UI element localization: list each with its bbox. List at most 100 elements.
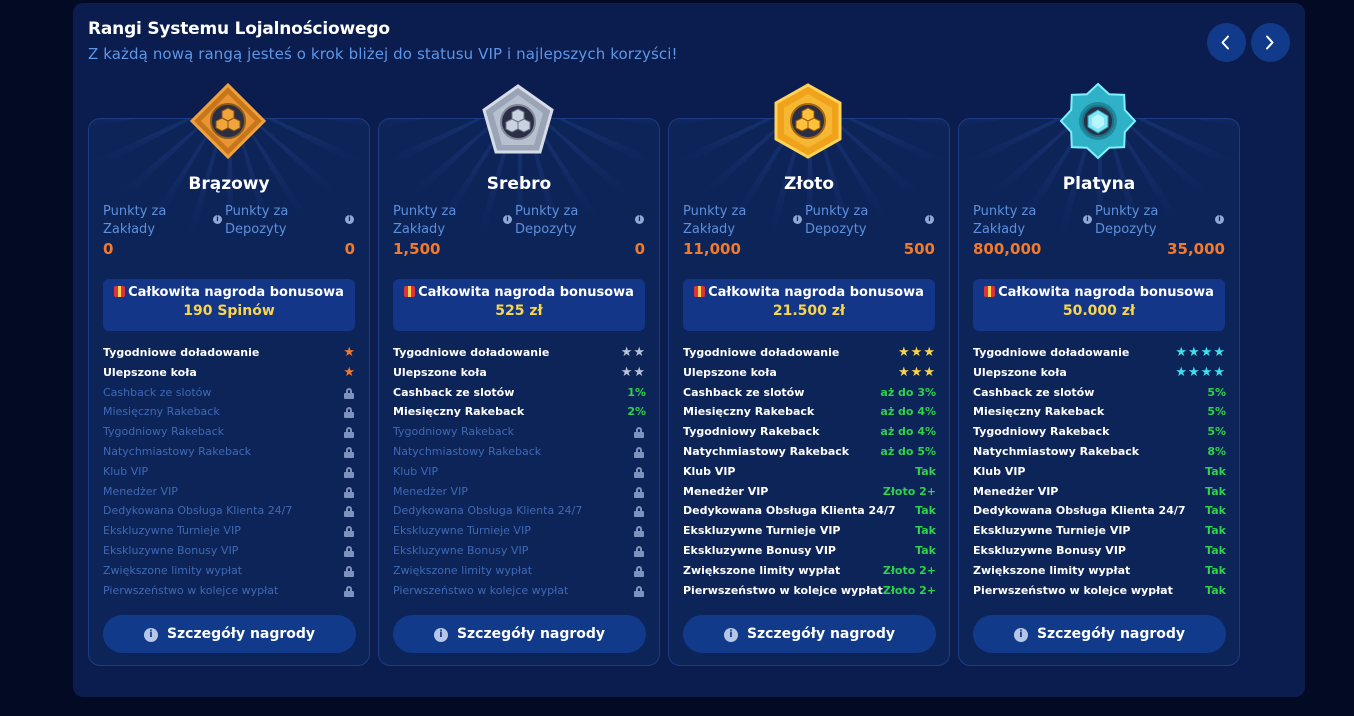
feature-name: Ekskluzywne Turnieje VIP bbox=[393, 524, 531, 538]
feature-name: Zwiększone limity wypłat bbox=[393, 563, 533, 577]
bet-points-label: Punkty za Zakłady bbox=[393, 204, 457, 237]
info-icon[interactable]: i bbox=[793, 215, 802, 224]
feature-row: Pierwszeństwo w kolejce wypłat bbox=[393, 581, 646, 601]
feature-row: Miesięczny Rakeback bbox=[103, 402, 356, 422]
feature-row: Tygodniowy Rakeback bbox=[103, 422, 356, 442]
feature-value: Złoto 2+ bbox=[882, 563, 936, 577]
info-icon[interactable]: i bbox=[635, 215, 644, 224]
feature-row: Ekskluzywne Bonusy VIP bbox=[103, 541, 356, 561]
feature-value: aż do 5% bbox=[880, 444, 936, 458]
feature-name: Tygodniowy Rakeback bbox=[973, 425, 1110, 439]
feature-value: Tak bbox=[1205, 543, 1226, 557]
feature-row: Dedykowana Obsługa Klienta 24/7 bbox=[393, 501, 646, 521]
feature-row: Zwiększone limity wypłat Złoto 2+ bbox=[683, 561, 936, 581]
feature-name: Klub VIP bbox=[683, 464, 736, 478]
lock-icon bbox=[344, 446, 354, 458]
info-icon[interactable]: i bbox=[1083, 215, 1092, 224]
deposit-points-label: Punkty za Depozyty bbox=[515, 204, 579, 237]
feature-value: Złoto 2+ bbox=[882, 484, 936, 498]
star-rating-icon: ★ bbox=[343, 364, 356, 380]
feature-row: Natychmiastowy Rakeback aż do 5% bbox=[683, 442, 936, 462]
feature-name: Tygodniowe doładowanie bbox=[103, 346, 260, 359]
feature-name: Ekskluzywne Turnieje VIP bbox=[103, 524, 241, 538]
feature-name: Zwiększone limity wypłat bbox=[683, 563, 841, 577]
feature-row: Cashback ze slotów aż do 3% bbox=[683, 383, 936, 403]
total-bonus-title: Całkowita nagroda bonusowa bbox=[393, 285, 645, 300]
feature-value: Tak bbox=[1205, 524, 1226, 538]
info-icon[interactable]: i bbox=[345, 215, 354, 224]
total-bonus-label: Całkowita nagroda bonusowa bbox=[418, 285, 634, 300]
total-bonus-box: Całkowita nagroda bonusowa 50.000 zł bbox=[973, 279, 1225, 331]
feature-row: Ekskluzywne Bonusy VIP bbox=[393, 541, 646, 561]
carousel-prev-button[interactable] bbox=[1207, 23, 1246, 62]
lock-icon bbox=[634, 446, 644, 458]
feature-row: Tygodniowe doładowanie ★ bbox=[103, 343, 356, 363]
feature-row: Klub VIP Tak bbox=[683, 462, 936, 482]
carousel-next-button[interactable] bbox=[1251, 23, 1290, 62]
feature-name: Dedykowana Obsługa Klienta 24/7 bbox=[393, 504, 583, 518]
feature-row: Cashback ze slotów 1% bbox=[393, 383, 646, 403]
feature-name: Ekskluzywne Bonusy VIP bbox=[683, 543, 836, 557]
total-bonus-value: 190 Spinów bbox=[183, 303, 275, 319]
lock-icon bbox=[344, 387, 354, 399]
info-icon: i bbox=[433, 628, 448, 642]
feature-row: Menedżer VIP bbox=[103, 482, 356, 502]
lock-icon bbox=[344, 545, 354, 557]
info-icon: i bbox=[143, 628, 158, 642]
info-icon[interactable]: i bbox=[1215, 215, 1224, 224]
feature-name: Dedykowana Obsługa Klienta 24/7 bbox=[103, 504, 293, 518]
feature-value: Tak bbox=[915, 464, 936, 478]
feature-row: Menedżer VIP bbox=[393, 482, 646, 502]
reward-details-button[interactable]: i Szczegóły nagrody bbox=[973, 615, 1226, 653]
deposit-points-label: Punkty za Depozyty bbox=[805, 204, 869, 237]
feature-row: Ekskluzywne Turnieje VIP Tak bbox=[683, 521, 936, 541]
feature-value: 1% bbox=[627, 385, 646, 399]
lock-icon bbox=[344, 466, 354, 478]
feature-name: Cashback ze slotów bbox=[103, 385, 212, 399]
feature-name: Cashback ze slotów bbox=[973, 385, 1095, 399]
star-rating-icon: ★★★ bbox=[898, 345, 936, 360]
info-icon[interactable]: i bbox=[503, 215, 512, 224]
feature-name: Klub VIP bbox=[103, 464, 149, 478]
reward-details-button[interactable]: i Szczegóły nagrody bbox=[393, 615, 646, 653]
reward-details-button[interactable]: i Szczegóły nagrody bbox=[683, 615, 936, 653]
info-icon[interactable]: i bbox=[925, 215, 934, 224]
reward-details-button[interactable]: i Szczegóły nagrody bbox=[103, 615, 356, 653]
feature-list: Tygodniowe doładowanie ★★ Ulepszone koła ★★… bbox=[393, 343, 646, 600]
feature-name: Ulepszone koła bbox=[103, 365, 197, 379]
feature-row: Tygodniowe doładowanie ★★ bbox=[393, 343, 646, 363]
feature-row: Natychmiastowy Rakeback bbox=[393, 442, 646, 462]
bet-points-value: 1,500 bbox=[393, 240, 441, 258]
total-bonus-value: 21.500 zł bbox=[772, 303, 846, 319]
feature-value: 5% bbox=[1207, 405, 1226, 419]
feature-name: Zwiększone limity wypłat bbox=[103, 563, 243, 577]
lock-icon bbox=[634, 427, 644, 439]
feature-name: Tygodniowy Rakeback bbox=[683, 425, 820, 439]
feature-name: Cashback ze slotów bbox=[683, 385, 805, 399]
feature-row: Klub VIP bbox=[393, 462, 646, 482]
feature-name: Dedykowana Obsługa Klienta 24/7 bbox=[683, 504, 896, 518]
feature-name: Natychmiastowy Rakeback bbox=[393, 444, 542, 458]
star-rating-icon: ★★ bbox=[620, 364, 646, 380]
feature-row: Ekskluzywne Bonusy VIP Tak bbox=[973, 541, 1226, 561]
gold-hexagon-badge-icon bbox=[769, 82, 847, 160]
feature-value: aż do 3% bbox=[880, 385, 936, 399]
lock-icon bbox=[344, 407, 354, 419]
bet-points-label: Punkty za Zakłady bbox=[103, 204, 167, 237]
total-bonus-label: Całkowita nagroda bonusowa bbox=[998, 285, 1214, 300]
feature-name: Ekskluzywne Turnieje VIP bbox=[973, 524, 1131, 538]
total-bonus-box: Całkowita nagroda bonusowa 525 zł bbox=[393, 279, 645, 331]
total-bonus-label: Całkowita nagroda bonusowa bbox=[708, 285, 924, 300]
rays-decoration bbox=[89, 119, 369, 259]
lock-icon bbox=[634, 486, 644, 498]
feature-row: Cashback ze slotów 5% bbox=[973, 383, 1226, 403]
lock-icon bbox=[344, 506, 354, 518]
info-icon[interactable]: i bbox=[213, 215, 222, 224]
lock-icon bbox=[344, 585, 354, 597]
chevron-right-icon bbox=[1266, 35, 1274, 50]
feature-row: Zwiększone limity wypłat bbox=[103, 561, 356, 581]
feature-list: Tygodniowe doładowanie ★★★★ Ulepszone koła… bbox=[973, 343, 1226, 600]
feature-value: Tak bbox=[1205, 464, 1226, 478]
gift-icon bbox=[984, 286, 996, 297]
feature-value: Tak bbox=[1205, 583, 1226, 597]
